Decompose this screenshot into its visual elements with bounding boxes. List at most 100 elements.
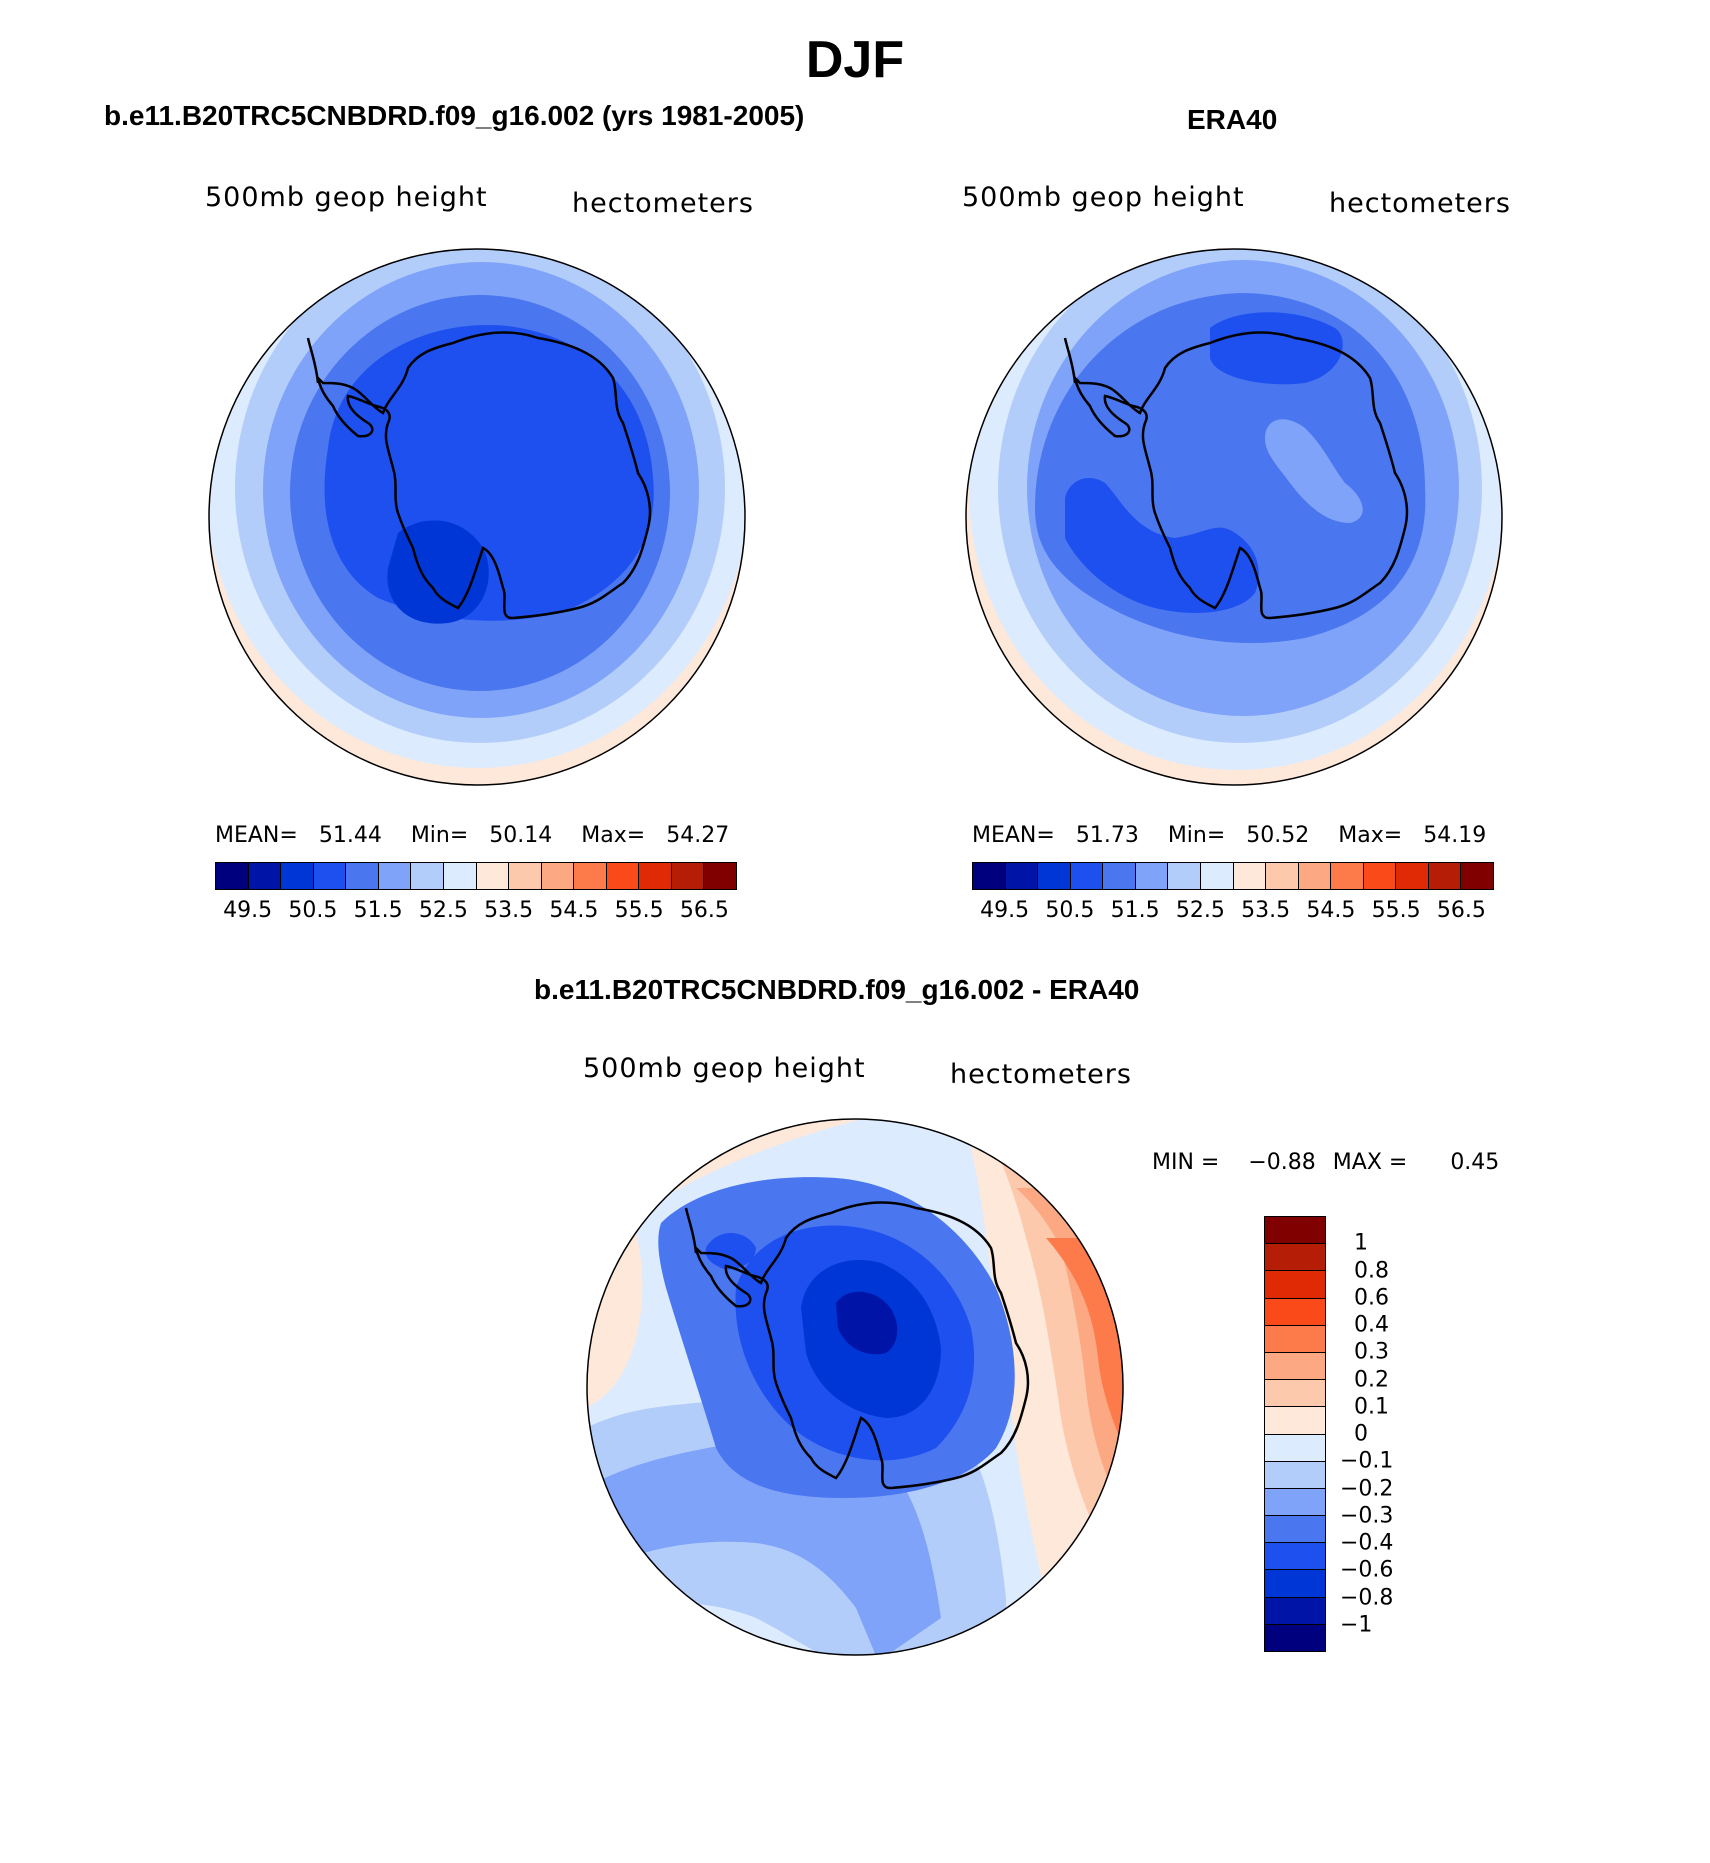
obs-colorbar-ticks: 49.5 50.5 51.5 52.5 53.5 54.5 55.5 56.5 <box>972 898 1494 928</box>
obs-colorbar-swatch <box>1070 863 1104 889</box>
diff-colorbar-swatch <box>1265 1461 1325 1489</box>
obs-panel-title: ERA40 <box>1187 104 1278 135</box>
obs-colorbar-tick-label: 49.5 <box>980 898 1030 923</box>
obs-colorbar-swatch <box>1200 863 1234 889</box>
model-min-value: 50.14 <box>489 823 553 848</box>
model-colorbar-swatch <box>411 863 444 889</box>
model-colorbar-swatch <box>606 863 640 889</box>
model-min-label: Min= <box>410 823 469 848</box>
diff-colorbar-tick-label: 1 <box>1354 1230 1368 1256</box>
model-polar-map <box>208 248 746 786</box>
model-colorbar-swatch <box>378 863 412 889</box>
model-antarctica-coastline <box>315 331 652 620</box>
model-colorbar-tick-label: 51.5 <box>353 898 403 923</box>
model-colorbar-swatch <box>509 863 542 889</box>
model-max-label: Max= <box>581 823 646 848</box>
obs-colorbar-swatch <box>973 863 1006 889</box>
diff-colorbar-tick-label: 0.2 <box>1354 1367 1389 1392</box>
diff-colorbar-swatch <box>1265 1624 1325 1651</box>
obs-colorbar-swatch <box>1428 863 1462 889</box>
diff-colorbar-tick-label: −0.6 <box>1340 1557 1394 1583</box>
obs-variable-label: 500mb geop height <box>962 182 1245 213</box>
obs-colorbar-swatch <box>1005 863 1039 889</box>
obs-antarctica-coastline <box>1072 331 1409 620</box>
model-colorbar-swatch <box>346 863 379 889</box>
obs-colorbar-tick-label: 51.5 <box>1110 898 1160 923</box>
diff-colorbar-tick-label: −0.2 <box>1340 1476 1394 1501</box>
diff-colorbar-swatch <box>1265 1298 1325 1326</box>
model-colorbar-tick-label: 54.5 <box>549 898 599 923</box>
model-colorbar-swatch <box>216 863 249 889</box>
diff-max-value: 0.45 <box>1450 1150 1500 1175</box>
obs-colorbar-swatch <box>1331 863 1364 889</box>
diff-colorbar-swatch <box>1265 1570 1325 1598</box>
model-colorbar-swatch <box>476 863 510 889</box>
obs-colorbar-tick-label: 55.5 <box>1371 898 1421 923</box>
obs-colorbar-swatch <box>1266 863 1299 889</box>
diff-colorbar-tick-label: 0.4 <box>1354 1312 1389 1338</box>
model-colorbar-swatch <box>313 863 347 889</box>
obs-min-value: 50.52 <box>1246 823 1310 848</box>
obs-mean-label: MEAN= <box>972 823 1055 848</box>
obs-stats: MEAN= 51.73 Min= 50.52 Max= 54.19 <box>972 823 1486 848</box>
diff-antarctica-coastline <box>693 1201 1030 1490</box>
obs-min-label: Min= <box>1167 823 1226 848</box>
diff-colorbar-tick-label: 0.1 <box>1354 1394 1389 1420</box>
diff-colorbar-swatch <box>1265 1217 1325 1245</box>
diff-colorbar <box>1264 1216 1326 1652</box>
diff-colorbar-swatch <box>1265 1597 1325 1625</box>
obs-colorbar-swatch <box>1135 863 1169 889</box>
diff-colorbar-tick-label: −0.8 <box>1340 1585 1394 1610</box>
model-colorbar-swatch <box>281 863 314 889</box>
diff-colorbar-ticks: 1 0.8 0.6 0.4 0.3 0.2 0.1 0 −0.1 −0.2 −0.3 −0.4 −0.6… <box>1340 1216 1430 1652</box>
model-colorbar-tick-label: 52.5 <box>418 898 468 923</box>
obs-colorbar-swatch <box>1396 863 1429 889</box>
obs-polar-map <box>965 248 1503 786</box>
obs-colorbar-swatch <box>1103 863 1136 889</box>
diff-colorbar-tick-label: 0.3 <box>1354 1339 1389 1365</box>
model-colorbar-tick-label: 56.5 <box>679 898 729 923</box>
diff-polar-map <box>586 1118 1124 1656</box>
obs-colorbar-swatch <box>1168 863 1201 889</box>
diff-colorbar-swatch <box>1265 1488 1325 1517</box>
model-colorbar-swatch <box>671 863 705 889</box>
obs-colorbar-tick-label: 53.5 <box>1241 898 1291 923</box>
model-colorbar-swatch <box>704 863 736 889</box>
diff-stats: MIN = −0.88 MAX = 0.45 <box>1152 1150 1499 1175</box>
diff-colorbar-tick-label: −1 <box>1340 1612 1373 1638</box>
model-mean-label: MEAN= <box>215 823 298 848</box>
diff-colorbar-tick-label: 0 <box>1354 1421 1368 1447</box>
diff-colorbar-tick-label: 0.6 <box>1354 1285 1389 1311</box>
diff-colorbar-swatch <box>1265 1543 1325 1571</box>
diff-units-label: hectometers <box>950 1059 1132 1090</box>
diff-colorbar-tick-label: −0.1 <box>1340 1448 1394 1474</box>
obs-max-value: 54.19 <box>1423 823 1487 848</box>
model-colorbar-swatch <box>443 863 477 889</box>
model-panel-title: b.e11.B20TRC5CNBDRD.f09_g16.002 (yrs 198… <box>104 100 805 131</box>
diff-variable-label: 500mb geop height <box>583 1053 866 1084</box>
diff-colorbar-tick-label: −0.3 <box>1340 1503 1394 1529</box>
model-colorbar-swatch <box>639 863 672 889</box>
diff-colorbar-swatch <box>1265 1380 1325 1408</box>
obs-mean-value: 51.73 <box>1075 823 1139 848</box>
diff-colorbar-swatch <box>1265 1434 1325 1462</box>
obs-colorbar-swatch <box>1038 863 1071 889</box>
obs-colorbar-tick-label: 50.5 <box>1045 898 1095 923</box>
model-stats: MEAN= 51.44 Min= 50.14 Max= 54.27 <box>215 823 729 848</box>
model-units-label: hectometers <box>572 188 754 219</box>
model-colorbar-ticks: 49.5 50.5 51.5 52.5 53.5 54.5 55.5 56.5 <box>215 898 737 928</box>
model-colorbar-tick-label: 49.5 <box>223 898 273 923</box>
diff-colorbar-swatch <box>1265 1244 1325 1272</box>
obs-max-label: Max= <box>1338 823 1403 848</box>
model-colorbar-tick-label: 55.5 <box>614 898 664 923</box>
diff-panel-title: b.e11.B20TRC5CNBDRD.f09_g16.002 - ERA40 <box>534 974 1140 1005</box>
obs-units-label: hectometers <box>1329 188 1511 219</box>
model-max-value: 54.27 <box>666 823 730 848</box>
obs-colorbar-tick-label: 52.5 <box>1175 898 1225 923</box>
diff-min-label: MIN = <box>1152 1150 1220 1175</box>
obs-colorbar-tick-label: 54.5 <box>1306 898 1356 923</box>
model-variable-label: 500mb geop height <box>205 182 488 213</box>
model-colorbar-tick-label: 53.5 <box>484 898 534 923</box>
diff-min-value: −0.88 <box>1248 1150 1316 1175</box>
diff-colorbar-swatch <box>1265 1352 1325 1381</box>
